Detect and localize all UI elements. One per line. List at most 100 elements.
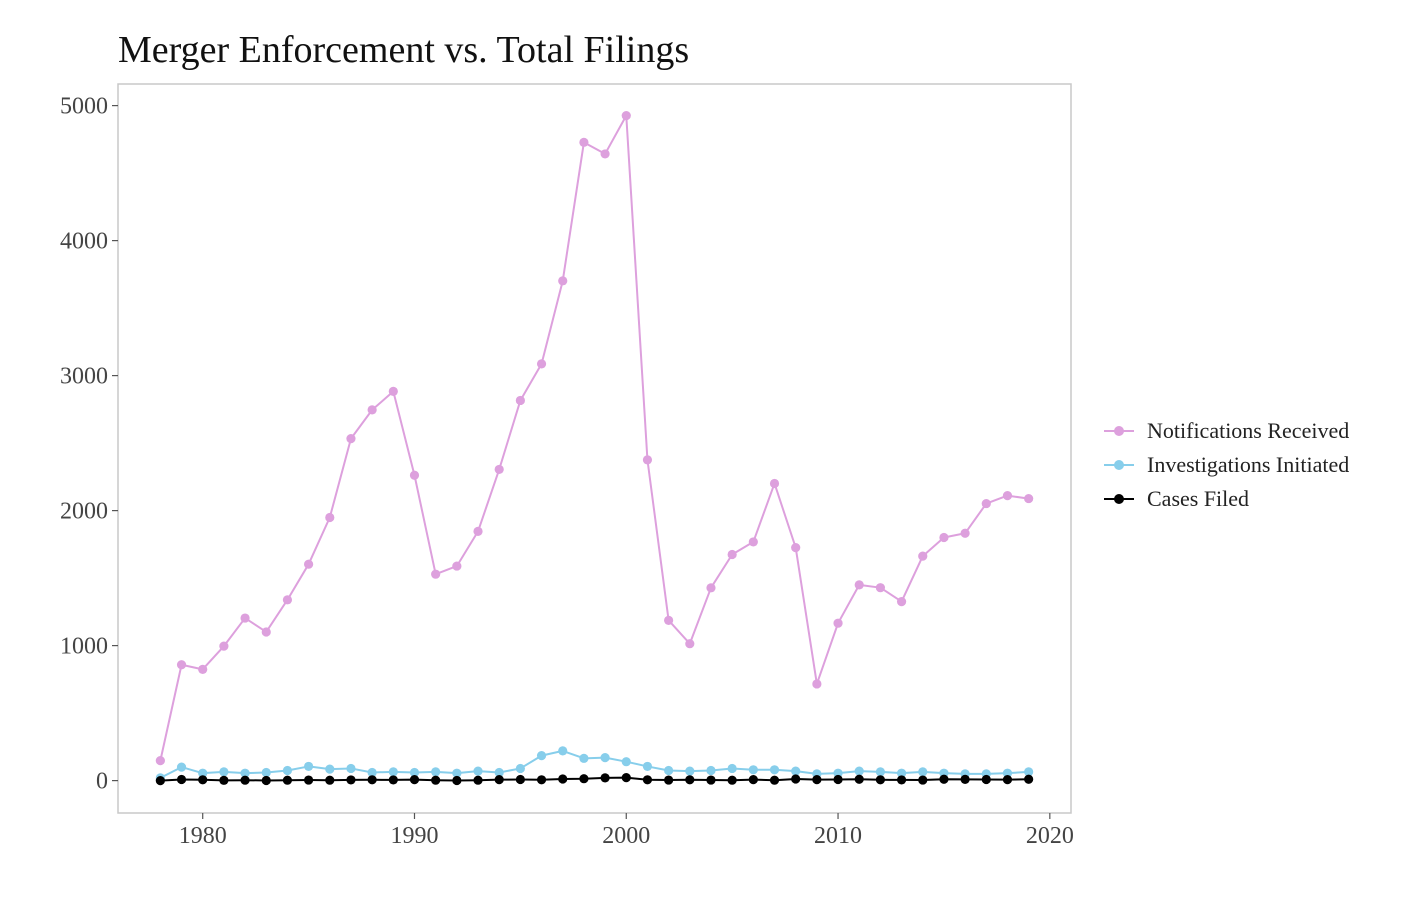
data-point: [388, 775, 398, 785]
data-point: [155, 776, 165, 786]
data-point: [706, 583, 716, 593]
data-point: [515, 763, 525, 774]
data-point: [325, 775, 335, 785]
data-point: [621, 110, 631, 121]
data-point: [176, 774, 187, 785]
data-point: [282, 765, 293, 776]
legend-label: Notifications Received: [1147, 418, 1350, 443]
data-point: [473, 526, 483, 536]
data-point: [833, 774, 843, 785]
data-point: [1002, 768, 1013, 778]
data-point: [642, 761, 653, 772]
data-point: [198, 768, 208, 778]
data-point: [198, 664, 208, 674]
y-tick-label: 5000: [60, 94, 108, 120]
data-point: [939, 774, 949, 784]
data-point: [304, 559, 314, 569]
data-point: [536, 775, 547, 785]
data-point: [579, 774, 589, 784]
data-point: [812, 775, 822, 785]
data-point: [346, 775, 356, 785]
data-point: [1024, 493, 1034, 504]
x-tick-label: 1990: [390, 823, 438, 849]
legend-key-dot: [1114, 494, 1124, 504]
y-tick-label: 2000: [60, 499, 108, 525]
data-point: [261, 775, 271, 786]
data-point: [854, 766, 864, 776]
data-point: [769, 775, 780, 785]
data-point: [642, 455, 653, 465]
data-point: [833, 768, 843, 778]
data-point: [1024, 767, 1034, 777]
data-point: [494, 767, 504, 778]
data-point: [875, 583, 886, 593]
data-point: [748, 775, 758, 785]
data-point: [748, 537, 758, 547]
data-point: [918, 775, 928, 785]
data-point: [494, 775, 504, 785]
data-point: [833, 618, 843, 628]
data-point: [388, 386, 398, 396]
data-point: [791, 766, 801, 776]
data-point: [875, 775, 886, 785]
data-point: [748, 765, 758, 775]
data-point: [685, 775, 695, 785]
data-point: [918, 551, 928, 561]
data-point: [494, 464, 504, 475]
data-point: [579, 137, 589, 147]
data-point: [981, 774, 991, 785]
data-point: [473, 766, 483, 776]
data-point: [367, 405, 377, 415]
data-point: [515, 774, 525, 785]
legend-item: Notifications Received: [1104, 414, 1349, 448]
data-point: [960, 528, 970, 538]
data-point: [939, 532, 949, 543]
data-point: [791, 774, 801, 784]
data-point: [219, 641, 229, 651]
data-point: [261, 767, 271, 778]
y-tick-label: 0: [96, 769, 108, 795]
x-tick-label: 1980: [179, 823, 227, 849]
data-point: [664, 765, 674, 776]
data-point: [600, 773, 610, 783]
data-point: [854, 580, 864, 590]
legend-key: [1104, 482, 1134, 516]
data-point: [431, 775, 441, 785]
data-point: [727, 775, 737, 785]
data-point: [600, 149, 610, 159]
data-point: [727, 763, 737, 774]
legend-item: Investigations Initiated: [1104, 448, 1349, 482]
x-tick-label: 2010: [814, 823, 862, 849]
data-point: [452, 775, 462, 786]
y-axis: 0 1000 2000 3000 4000 5000: [60, 94, 118, 795]
legend-key: [1104, 414, 1134, 448]
data-point: [769, 765, 780, 775]
data-point: [325, 512, 335, 523]
data-point: [600, 753, 610, 763]
data-point: [642, 775, 653, 785]
data-point: [536, 359, 547, 369]
data-point: [558, 774, 568, 784]
data-point: [769, 478, 780, 489]
data-point: [685, 766, 695, 776]
data-point: [304, 761, 314, 772]
data-point: [219, 775, 229, 785]
legend: Notifications Received Investigations Ini…: [1104, 414, 1349, 516]
data-point: [1024, 774, 1034, 784]
data-point: [854, 774, 864, 784]
data-point: [261, 627, 271, 637]
data-point: [240, 768, 250, 778]
plot-panel-border: [117, 83, 1072, 814]
data-point: [981, 498, 991, 509]
data-point: [685, 639, 695, 649]
data-point: [367, 775, 377, 785]
data-point: [452, 561, 462, 571]
data-point: [727, 549, 737, 560]
data-point: [346, 763, 356, 774]
data-point: [198, 775, 208, 785]
data-point: [282, 595, 293, 605]
data-point: [473, 775, 483, 785]
series-layer: [155, 110, 1034, 786]
legend-key-dot: [1114, 426, 1124, 436]
